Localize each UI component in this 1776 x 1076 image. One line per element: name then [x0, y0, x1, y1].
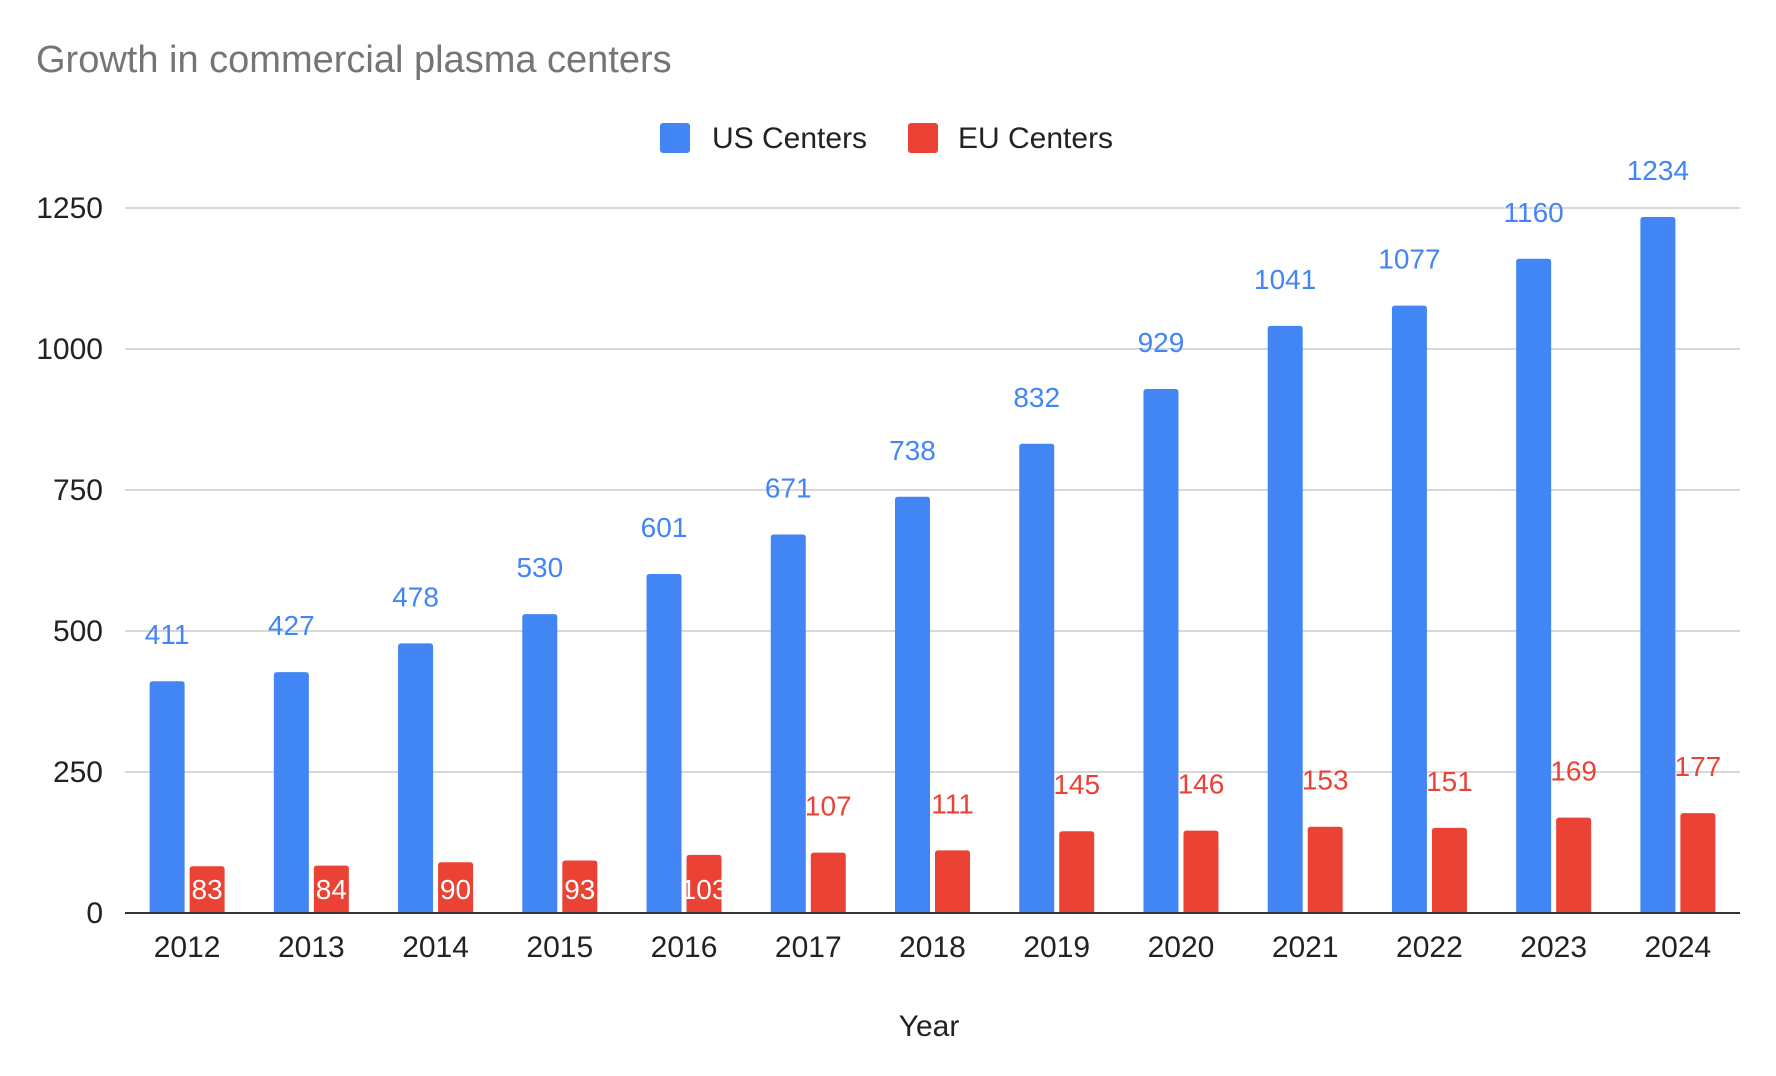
bar-eu-centers-2021 [1307, 826, 1343, 913]
y-tick-label: 0 [86, 897, 103, 930]
legend: US Centers EU Centers [660, 122, 1113, 155]
gridlines [125, 207, 1740, 773]
data-label-eu-centers-2022: 151 [1426, 766, 1473, 797]
x-tick-label: 2018 [899, 931, 966, 964]
data-label-us-centers-2018: 738 [889, 435, 936, 466]
data-label-us-centers-2022: 1077 [1378, 244, 1440, 275]
data-label-us-centers-2021: 1041 [1254, 264, 1316, 295]
bar-eu-centers-2014 [438, 862, 474, 913]
bar-us-centers-2023 [1516, 258, 1552, 913]
bar-eu-centers-2012 [189, 866, 225, 913]
x-tick-label: 2020 [1148, 931, 1215, 964]
x-tick-label: 2014 [402, 931, 469, 964]
chart-title: Growth in commercial plasma centers [36, 39, 672, 81]
data-label-eu-centers-2013: 84 [316, 874, 347, 905]
bar-us-centers-2012 [149, 681, 185, 913]
y-axis: 0 250 500 750 1000 1250 [36, 192, 103, 930]
bar-eu-centers-2016 [686, 854, 722, 913]
bar-us-centers-2013 [273, 672, 309, 913]
data-label-eu-centers-2023: 169 [1550, 756, 1597, 787]
data-label-us-centers-2012: 411 [145, 619, 190, 650]
data-label-eu-centers-2020: 146 [1178, 769, 1225, 800]
x-tick-label: 2023 [1520, 931, 1587, 964]
x-tick-label: 2012 [154, 931, 221, 964]
legend-label-us-centers: US Centers [712, 122, 867, 155]
x-tick-label: 2021 [1272, 931, 1339, 964]
bar-us-centers-2015 [522, 614, 558, 913]
data-label-us-centers-2014: 478 [392, 581, 439, 612]
data-label-eu-centers-2021: 153 [1302, 765, 1349, 796]
bars [149, 217, 1716, 914]
bar-us-centers-2019 [1019, 443, 1055, 913]
data-label-us-centers-2016: 601 [641, 512, 688, 543]
bar-eu-centers-2015 [562, 860, 598, 913]
bar-eu-centers-2013 [313, 865, 349, 913]
data-label-us-centers-2020: 929 [1138, 327, 1185, 358]
y-tick-label: 750 [53, 474, 103, 507]
bar-eu-centers-2019 [1059, 831, 1095, 913]
bar-eu-centers-2023 [1556, 817, 1592, 913]
bar-us-centers-2021 [1267, 325, 1303, 914]
bar-eu-centers-2017 [810, 852, 846, 913]
x-tick-label: 2013 [278, 931, 345, 964]
x-tick-label: 2019 [1023, 931, 1090, 964]
data-label-us-centers-2019: 832 [1013, 382, 1060, 413]
bar-eu-centers-2020 [1183, 830, 1219, 913]
data-label-eu-centers-2019: 145 [1053, 769, 1100, 800]
bar-us-centers-2020 [1143, 389, 1179, 913]
y-tick-label: 500 [53, 615, 103, 648]
bar-us-centers-2022 [1391, 305, 1427, 913]
data-label-eu-centers-2024: 177 [1675, 751, 1722, 782]
x-axis-title: Year [899, 1010, 960, 1043]
bar-eu-centers-2018 [935, 850, 970, 913]
data-label-eu-centers-2015: 93 [564, 874, 595, 905]
data-label-us-centers-2017: 671 [765, 473, 812, 504]
data-label-eu-centers-2016: 103 [681, 874, 728, 905]
data-label-eu-centers-2018: 111 [931, 788, 974, 819]
data-label-us-centers-2023: 1160 [1504, 197, 1564, 228]
data-labels: 411 83 427 84 478 90 530 93 601 103 671 107 738 111 83… [145, 155, 1721, 905]
legend-swatch-eu-centers [908, 123, 938, 153]
bar-us-centers-2024 [1640, 217, 1676, 914]
bar-us-centers-2014 [398, 643, 434, 913]
x-tick-label: 2017 [775, 931, 842, 964]
data-label-us-centers-2013: 427 [268, 610, 315, 641]
legend-label-eu-centers: EU Centers [958, 122, 1113, 155]
data-label-eu-centers-2012: 83 [192, 874, 223, 905]
x-tick-label: 2024 [1645, 931, 1712, 964]
legend-swatch-us-centers [660, 123, 690, 153]
y-tick-label: 1000 [36, 333, 103, 366]
bar-us-centers-2018 [895, 496, 930, 913]
y-tick-label: 250 [53, 756, 103, 789]
data-label-us-centers-2015: 530 [516, 552, 563, 583]
x-axis: 2012 2013 2014 2015 2016 2017 2018 2019 2020 2021… [154, 931, 1712, 964]
x-tick-label: 2022 [1396, 931, 1463, 964]
x-tick-label: 2016 [651, 931, 718, 964]
bar-us-centers-2017 [770, 534, 806, 913]
x-tick-label: 2015 [526, 931, 593, 964]
bar-eu-centers-2024 [1680, 813, 1716, 913]
data-label-eu-centers-2017: 107 [805, 791, 852, 822]
data-label-us-centers-2024: 1234 [1627, 155, 1689, 186]
bar-eu-centers-2022 [1431, 827, 1467, 913]
data-label-eu-centers-2014: 90 [440, 874, 471, 905]
bar-us-centers-2016 [646, 574, 682, 913]
y-tick-label: 1250 [36, 192, 103, 225]
